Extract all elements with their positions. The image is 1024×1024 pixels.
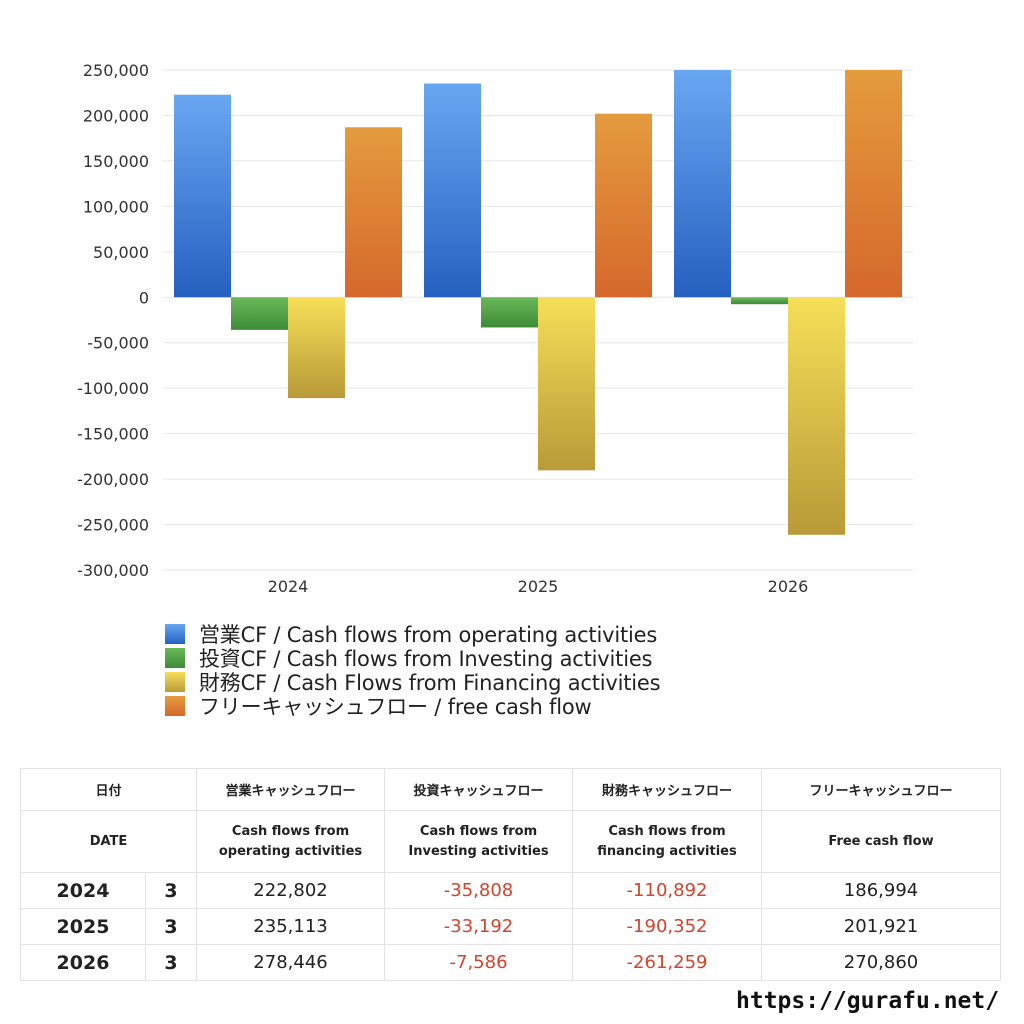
x-axis-ticks: 2024 2025 2026: [268, 577, 809, 596]
y-tick-label: 50,000: [93, 243, 149, 262]
header-operating-en-line1: Cash flows from: [231, 823, 350, 839]
row-month: 3: [144, 872, 198, 909]
bar-financing-2025: [538, 297, 595, 471]
y-tick-label: -200,000: [77, 470, 149, 489]
legend-label-operating: 営業CF / Cash flows from operating activit…: [199, 623, 658, 647]
site-url: https://gurafu.net/: [736, 988, 1000, 1014]
header-date-en: DATE: [19, 810, 198, 873]
header-investing-en-line2: Investing activities: [408, 843, 549, 859]
row-financing: -190,352: [572, 908, 763, 945]
y-tick-label: -300,000: [77, 561, 149, 580]
bar-operating-2024: [174, 94, 231, 298]
legend-item-financing: 財務CF / Cash Flows from Financing activit…: [165, 670, 661, 695]
table-header-row-en: DATE Cash flows from operating activities…: [19, 810, 1002, 873]
row-year: 2025: [20, 908, 146, 945]
bars: [174, 70, 902, 535]
bar-financing-2024: [288, 297, 345, 399]
bar-free-2025: [595, 113, 652, 298]
table-row: 2025 3 235,113 -33,192 -190,352 201,921: [20, 908, 1002, 945]
header-financing-jp: 財務キャッシュフロー: [572, 768, 763, 811]
header-operating-en-line2: operating activities: [218, 843, 363, 859]
y-tick-label: 100,000: [83, 197, 149, 216]
legend-swatch-investing: [165, 648, 185, 668]
header-financing-en-line1: Cash flows from: [608, 823, 726, 839]
header-operating-en: Cash flows from operating activities: [196, 810, 386, 873]
header-investing-en-line1: Cash flows from: [419, 823, 538, 839]
legend-item-operating: 営業CF / Cash flows from operating activit…: [165, 622, 660, 647]
legend-swatch-operating: [165, 624, 185, 644]
row-investing: -7,586: [384, 944, 574, 981]
legend-item-investing: 投資CF / Cash flows from Investing activit…: [165, 646, 660, 671]
y-tick-label: -100,000: [77, 379, 149, 398]
header-operating-jp: 営業キャッシュフロー: [196, 768, 386, 811]
row-operating: 222,802: [196, 872, 386, 909]
table-row: 2024 3 222,802 -35,808 -110,892 186,994: [20, 872, 1002, 909]
header-investing-jp: 投資キャッシュフロー: [384, 768, 574, 811]
row-operating: 278,446: [196, 944, 386, 981]
row-free: 186,994: [761, 872, 1002, 909]
row-month: 3: [144, 908, 198, 945]
header-financing-en-line2: financing activities: [597, 843, 737, 859]
cash-flow-bar-chart: 250,000 200,000 150,000 100,000 50,000 0 -50,0…: [77, 61, 913, 596]
bar-investing-2026: [731, 297, 788, 305]
row-investing: -33,192: [384, 908, 574, 945]
row-free: 270,860: [761, 944, 1002, 981]
bar-operating-2025: [424, 83, 481, 298]
legend-label-investing: 投資CF / Cash flows from Investing activit…: [199, 647, 653, 671]
y-tick-label: 200,000: [83, 106, 149, 125]
x-tick-label: 2026: [768, 577, 809, 596]
row-investing: -35,808: [384, 872, 574, 909]
legend-label-financing: 財務CF / Cash Flows from Financing activit…: [199, 671, 661, 695]
row-financing: -110,892: [572, 872, 763, 909]
bar-free-2024: [345, 127, 402, 298]
legend-swatch-free: [165, 696, 185, 716]
y-tick-label: -250,000: [77, 516, 149, 535]
header-free-jp: フリーキャッシュフロー: [761, 768, 1002, 811]
row-month: 3: [144, 944, 198, 981]
bar-financing-2026: [788, 297, 845, 535]
y-tick-label: 150,000: [83, 152, 149, 171]
y-axis-ticks: 250,000 200,000 150,000 100,000 50,000 0 -50,0…: [77, 61, 149, 580]
y-tick-label: -150,000: [77, 425, 149, 444]
row-operating: 235,113: [196, 908, 386, 945]
table-row: 2026 3 278,446 -7,586 -261,259 270,860: [20, 944, 1002, 981]
cash-flow-table: 日付 営業キャッシュフロー 投資キャッシュフロー 財務キャッシュフロー フリーキ…: [19, 768, 1002, 981]
bar-free-2026: [845, 70, 902, 298]
bar-operating-2026: [674, 70, 731, 298]
header-investing-en: Cash flows from Investing activities: [384, 810, 574, 873]
header-financing-en: Cash flows from financing activities: [572, 810, 763, 873]
y-tick-label: -50,000: [87, 334, 149, 353]
header-free-en: Free cash flow: [761, 810, 1002, 873]
y-tick-label: 250,000: [83, 61, 149, 80]
row-free: 201,921: [761, 908, 1002, 945]
legend-label-free: フリーキャッシュフロー / free cash flow: [199, 695, 592, 719]
table-header-row-jp: 日付 営業キャッシュフロー 投資キャッシュフロー 財務キャッシュフロー フリーキ…: [19, 768, 1002, 811]
bar-investing-2025: [481, 297, 538, 328]
row-year: 2026: [20, 944, 146, 981]
bar-investing-2024: [231, 297, 288, 330]
y-tick-label: 0: [139, 288, 149, 307]
header-date-jp: 日付: [19, 768, 198, 811]
x-tick-label: 2025: [518, 577, 559, 596]
row-year: 2024: [20, 872, 146, 909]
x-tick-label: 2024: [268, 577, 309, 596]
legend-swatch-financing: [165, 672, 185, 692]
legend: 営業CF / Cash flows from operating activit…: [165, 622, 661, 719]
row-financing: -261,259: [572, 944, 763, 981]
legend-item-free: フリーキャッシュフロー / free cash flow: [165, 694, 660, 719]
